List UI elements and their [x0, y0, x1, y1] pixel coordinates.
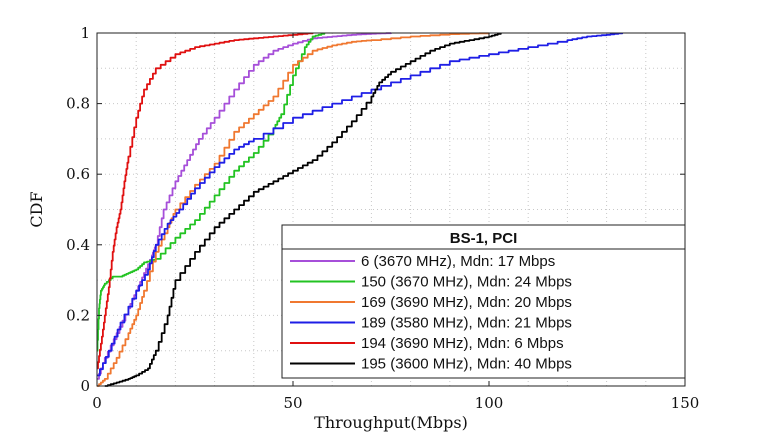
series-line-4	[97, 32, 314, 370]
x-tick-label: 0	[92, 394, 102, 412]
y-tick-label: 0.6	[66, 165, 90, 183]
legend-entry-label: 150 (3670 MHz), Mdn: 24 Mbps	[361, 274, 572, 291]
legend-entry-label: 6 (3670 MHz), Mdn: 17 Mbps	[361, 253, 555, 270]
x-tick-label: 100	[475, 394, 504, 412]
series-line-2	[97, 32, 490, 387]
series-line-5	[104, 33, 502, 387]
y-axis-label: CDF	[27, 191, 46, 227]
series-line-3	[97, 32, 624, 377]
legend-items: 6 (3670 MHz), Mdn: 17 Mbps 150 (3670 MHz)…	[290, 253, 572, 373]
plot-border	[96, 32, 686, 387]
y-tick-label: 0	[80, 377, 90, 395]
legend-title: BS-1, PCI	[450, 230, 518, 247]
y-tick-label: 0.8	[66, 95, 90, 113]
series-group	[96, 32, 624, 387]
legend-entry-label: 194 (3690 MHz), Mdn: 6 Mbps	[361, 335, 564, 352]
axis-ticks: 0 50 100 150 0 0.2 0.4 0.6 0.8 1	[66, 24, 699, 412]
grid	[97, 32, 685, 386]
legend-entry-label: 195 (3600 MHz), Mdn: 40 Mbps	[361, 356, 572, 373]
legend: BS-1, PCI 6 (3670 MHz), Mdn: 17 Mbps 150 …	[281, 224, 686, 379]
legend-entry-label: 189 (3580 MHz), Mdn: 21 Mbps	[361, 315, 572, 332]
x-axis-label: Throughput(Mbps)	[314, 413, 468, 432]
y-tick-label: 1	[80, 24, 90, 42]
x-tick-label: 50	[283, 394, 302, 412]
y-tick-label: 0.4	[66, 236, 90, 254]
x-tick-label: 150	[671, 394, 700, 412]
y-tick-label: 0.2	[66, 306, 90, 324]
series-line-1	[96, 33, 326, 352]
legend-entry-label: 169 (3690 MHz), Mdn: 20 Mbps	[361, 294, 572, 311]
